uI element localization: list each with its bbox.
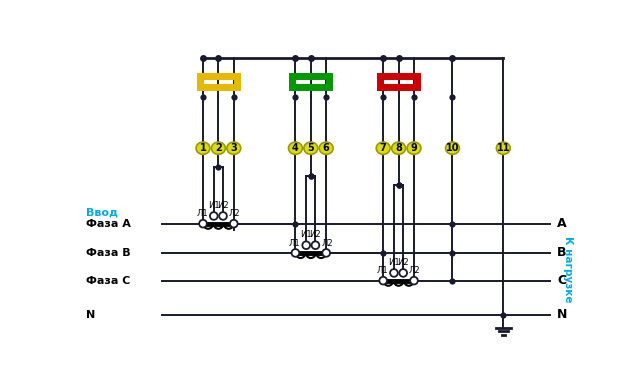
Circle shape [210, 212, 218, 220]
Ellipse shape [227, 142, 241, 154]
Ellipse shape [304, 142, 318, 154]
Text: Ввод: Ввод [86, 208, 118, 218]
Text: 8: 8 [395, 143, 402, 153]
Text: 3: 3 [230, 143, 237, 153]
Text: 1: 1 [200, 143, 206, 153]
Circle shape [380, 277, 387, 284]
Text: И2: И2 [217, 201, 229, 210]
Circle shape [311, 241, 319, 249]
Text: И1: И1 [388, 258, 400, 267]
Circle shape [292, 249, 299, 257]
Text: 11: 11 [496, 143, 510, 153]
Text: И2: И2 [397, 258, 409, 267]
Ellipse shape [288, 142, 302, 154]
Text: 10: 10 [446, 143, 459, 153]
Text: 2: 2 [215, 143, 222, 153]
Ellipse shape [407, 142, 421, 154]
Ellipse shape [196, 142, 210, 154]
Text: N: N [557, 308, 568, 321]
Text: A: A [557, 217, 567, 230]
Text: 7: 7 [380, 143, 387, 153]
Text: Фаза C: Фаза C [86, 275, 130, 286]
Circle shape [230, 220, 237, 227]
Circle shape [390, 269, 398, 277]
Ellipse shape [319, 142, 333, 154]
Circle shape [322, 249, 330, 257]
Text: Л1: Л1 [197, 209, 208, 218]
Circle shape [399, 269, 407, 277]
Text: И1: И1 [208, 201, 219, 210]
Ellipse shape [496, 142, 510, 154]
Circle shape [410, 277, 418, 284]
Text: И1: И1 [300, 230, 312, 239]
Text: Фаза B: Фаза B [86, 248, 131, 258]
Ellipse shape [376, 142, 390, 154]
Ellipse shape [445, 142, 459, 154]
Text: Л2: Л2 [409, 266, 420, 275]
Text: Л2: Л2 [321, 239, 333, 248]
Ellipse shape [211, 142, 225, 154]
Text: 5: 5 [308, 143, 314, 153]
Text: Л1: Л1 [289, 239, 300, 248]
Text: 4: 4 [292, 143, 299, 153]
Text: 6: 6 [323, 143, 330, 153]
Text: Л1: Л1 [376, 266, 389, 275]
Text: Фаза A: Фаза A [86, 219, 131, 229]
Ellipse shape [392, 142, 406, 154]
Text: 9: 9 [411, 143, 417, 153]
Circle shape [219, 212, 227, 220]
Circle shape [199, 220, 207, 227]
Text: К нагрузке: К нагрузке [563, 236, 573, 302]
Text: Л2: Л2 [229, 209, 241, 218]
Text: И2: И2 [309, 230, 322, 239]
Text: B: B [557, 246, 567, 260]
Circle shape [302, 241, 310, 249]
Text: C: C [557, 274, 567, 287]
Text: N: N [86, 310, 95, 320]
